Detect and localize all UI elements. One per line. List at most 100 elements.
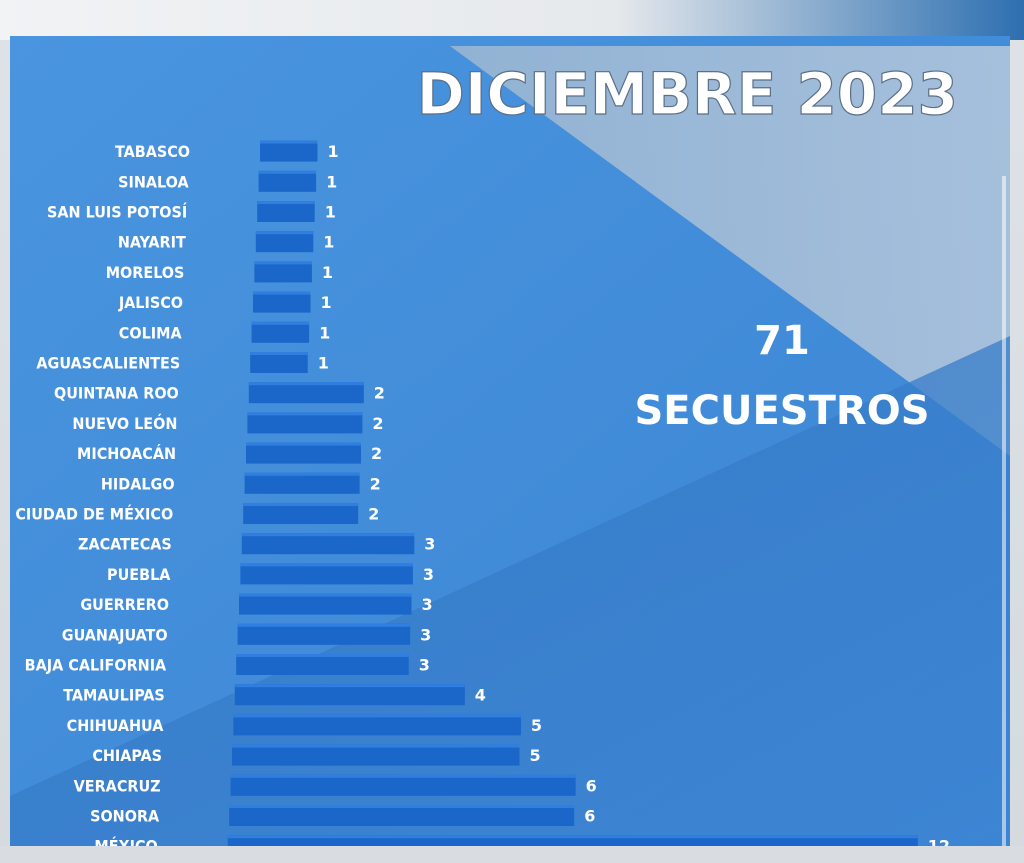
value-label: 6 bbox=[584, 807, 595, 826]
bar bbox=[236, 654, 409, 675]
category-label: CIUDAD DE MÉXICO bbox=[15, 505, 173, 524]
value-label: 1 bbox=[319, 323, 330, 342]
bar bbox=[248, 382, 364, 404]
panel-right-edge bbox=[1002, 176, 1006, 846]
bar-highlight bbox=[232, 744, 520, 748]
bar-chart: DICIEMBRE 2023 71 SECUESTROS TABASCO 1 SIN… bbox=[15, 59, 959, 846]
total-label: SECUESTROS bbox=[635, 388, 930, 434]
category-label: CHIHUAHUA bbox=[67, 716, 165, 735]
value-label: 2 bbox=[374, 384, 385, 403]
bar-highlight bbox=[253, 291, 311, 295]
value-label: 2 bbox=[370, 474, 381, 493]
value-label: 1 bbox=[322, 263, 333, 282]
value-label: 3 bbox=[419, 656, 430, 675]
category-label: SONORA bbox=[90, 807, 160, 826]
category-label: TAMAULIPAS bbox=[63, 686, 165, 705]
bar bbox=[240, 563, 413, 585]
category-label: SAN LUIS POTOSÍ bbox=[47, 203, 187, 222]
category-label: SINALOA bbox=[118, 172, 189, 191]
bar-highlight bbox=[258, 170, 317, 174]
value-label: 2 bbox=[371, 444, 382, 463]
chart-panel: DICIEMBRE 2023 71 SECUESTROS TABASCO 1 SIN… bbox=[10, 36, 1010, 846]
bar bbox=[251, 321, 310, 343]
bar bbox=[237, 623, 411, 645]
category-label: GUERRERO bbox=[80, 595, 169, 614]
category-label: QUINTANA ROO bbox=[54, 384, 179, 403]
value-label: 3 bbox=[424, 535, 435, 554]
bar bbox=[257, 201, 315, 222]
category-label: ZACATECAS bbox=[78, 535, 172, 554]
bar-highlight bbox=[240, 563, 413, 567]
bar-highlight bbox=[257, 201, 315, 204]
bar-highlight bbox=[233, 714, 521, 718]
bar-highlight bbox=[246, 442, 361, 446]
bar-highlight bbox=[230, 774, 576, 778]
bar bbox=[234, 684, 465, 706]
category-label: AGUASCALIENTES bbox=[36, 354, 180, 373]
value-label: 1 bbox=[321, 293, 332, 312]
value-label: 4 bbox=[475, 686, 486, 705]
category-label: MICHOACÁN bbox=[77, 444, 176, 463]
category-label: CHIAPAS bbox=[92, 746, 162, 765]
bar-highlight bbox=[260, 140, 318, 144]
bar-highlight bbox=[229, 805, 575, 808]
category-label: NUEVO LEÓN bbox=[72, 414, 177, 433]
bar bbox=[230, 774, 576, 796]
bar-highlight bbox=[239, 593, 412, 597]
bars-group: TABASCO 1 SINALOA 1 SAN LUIS POTOSÍ 1 NAYARIT 1… bbox=[15, 140, 950, 846]
bar bbox=[250, 352, 308, 373]
value-label: 3 bbox=[420, 625, 431, 644]
bar-highlight bbox=[248, 382, 364, 386]
bar bbox=[255, 231, 314, 253]
bar-highlight bbox=[227, 835, 918, 839]
value-label: 6 bbox=[586, 776, 597, 795]
value-label: 12 bbox=[928, 837, 950, 846]
bar-highlight bbox=[234, 684, 465, 688]
bar bbox=[260, 140, 318, 162]
category-label: BAJA CALIFORNIA bbox=[25, 656, 167, 675]
bar bbox=[258, 170, 317, 192]
bar bbox=[254, 261, 312, 283]
bar-highlight bbox=[255, 231, 314, 235]
value-label: 5 bbox=[530, 746, 541, 765]
bar-highlight bbox=[243, 503, 359, 506]
bar bbox=[227, 835, 918, 846]
value-label: 1 bbox=[325, 203, 336, 222]
value-label: 3 bbox=[422, 595, 433, 614]
chart-title: DICIEMBRE 2023 bbox=[417, 60, 958, 128]
category-label: NAYARIT bbox=[118, 233, 186, 252]
value-label: 3 bbox=[423, 565, 434, 584]
bar-highlight bbox=[251, 321, 310, 325]
category-label: PUEBLA bbox=[107, 565, 171, 584]
category-label: VERACRUZ bbox=[74, 776, 161, 795]
category-label: COLIMA bbox=[119, 323, 183, 342]
bar-highlight bbox=[241, 533, 415, 537]
bar bbox=[247, 412, 363, 434]
bar-highlight bbox=[247, 412, 363, 416]
bar-highlight bbox=[254, 261, 312, 265]
bar bbox=[243, 503, 359, 524]
bar bbox=[244, 472, 360, 494]
bar-highlight bbox=[250, 352, 308, 355]
value-label: 2 bbox=[372, 414, 383, 433]
bar bbox=[253, 291, 311, 313]
screen-bottom-strip bbox=[0, 846, 1024, 863]
total-value: 71 bbox=[754, 318, 810, 364]
category-label: MÉXICO bbox=[94, 837, 157, 846]
bar bbox=[233, 714, 521, 736]
bar bbox=[241, 533, 415, 555]
bar bbox=[239, 593, 412, 615]
category-label: GUANAJUATO bbox=[62, 625, 168, 644]
value-label: 5 bbox=[531, 716, 542, 735]
value-label: 1 bbox=[318, 354, 329, 373]
category-label: HIDALGO bbox=[101, 474, 175, 493]
value-label: 1 bbox=[323, 233, 334, 252]
value-label: 2 bbox=[368, 505, 379, 524]
category-label: MORELOS bbox=[106, 263, 185, 282]
bar bbox=[232, 744, 520, 766]
bar bbox=[229, 805, 575, 826]
bar-highlight bbox=[236, 654, 409, 657]
value-label: 1 bbox=[328, 142, 339, 161]
category-label: JALISCO bbox=[118, 293, 183, 312]
